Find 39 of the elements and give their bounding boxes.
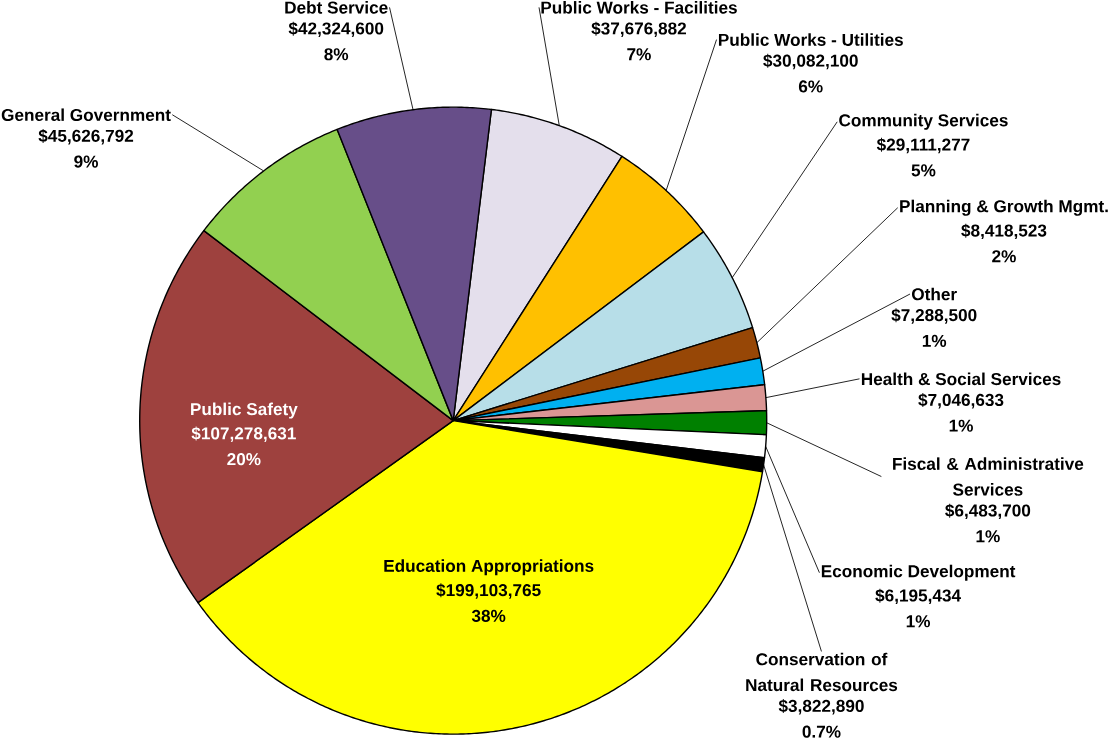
slice-label: Fiscal & Administrative Services [893, 457, 1084, 496]
text: 1% [976, 530, 1000, 543]
slice-label: Conservation of Natural Resources [746, 652, 898, 692]
text: 6% [798, 80, 823, 93]
slice-label: Community Services [839, 113, 1008, 130]
text: 9% [74, 155, 98, 168]
data-label: $42,324,600 [288, 21, 384, 38]
data-label: $37,676,882 [591, 21, 686, 38]
data-label: $107,278,631 [191, 426, 296, 443]
text: 20% [227, 453, 261, 466]
slice-label: Other [911, 287, 957, 301]
slice-label: Health & Social Services [861, 372, 1061, 386]
data-label: $29,111,277 [876, 137, 970, 154]
data-label: $8,418,523 [961, 223, 1047, 240]
slice-label: Public Safety [191, 402, 298, 419]
data-label: $30,082,100 [763, 53, 858, 70]
text: 1% [922, 334, 947, 348]
slice-label: Planning & Growth Mgmt. [900, 199, 1108, 216]
slice-label: General Government [1, 108, 171, 122]
data-label: $7,288,500 [891, 308, 977, 324]
text: 1% [906, 615, 931, 628]
slice-label: Public Works - Utilities [718, 33, 903, 46]
slice-label: Economic Development [821, 564, 1016, 581]
text: 5% [911, 164, 936, 177]
text: 1% [949, 419, 973, 432]
text: 38% [471, 609, 506, 623]
text: 7% [627, 48, 651, 61]
slice-label: Debt Service [285, 1, 388, 14]
text: 0.7% [802, 725, 841, 738]
text: 8% [324, 48, 349, 61]
data-label: $7,046,633 [918, 393, 1004, 409]
data-label: $6,195,434 [875, 588, 961, 605]
slice-label: Education Appropriations [384, 559, 594, 576]
data-label: $6,483,700 [945, 503, 1031, 520]
data-label: $199,103,765 [436, 583, 541, 599]
slice-label: Public Works - Facilities [541, 1, 737, 14]
text: 2% [992, 250, 1016, 263]
data-label: $3,822,890 [778, 699, 864, 715]
data-label: $45,626,792 [38, 129, 134, 145]
